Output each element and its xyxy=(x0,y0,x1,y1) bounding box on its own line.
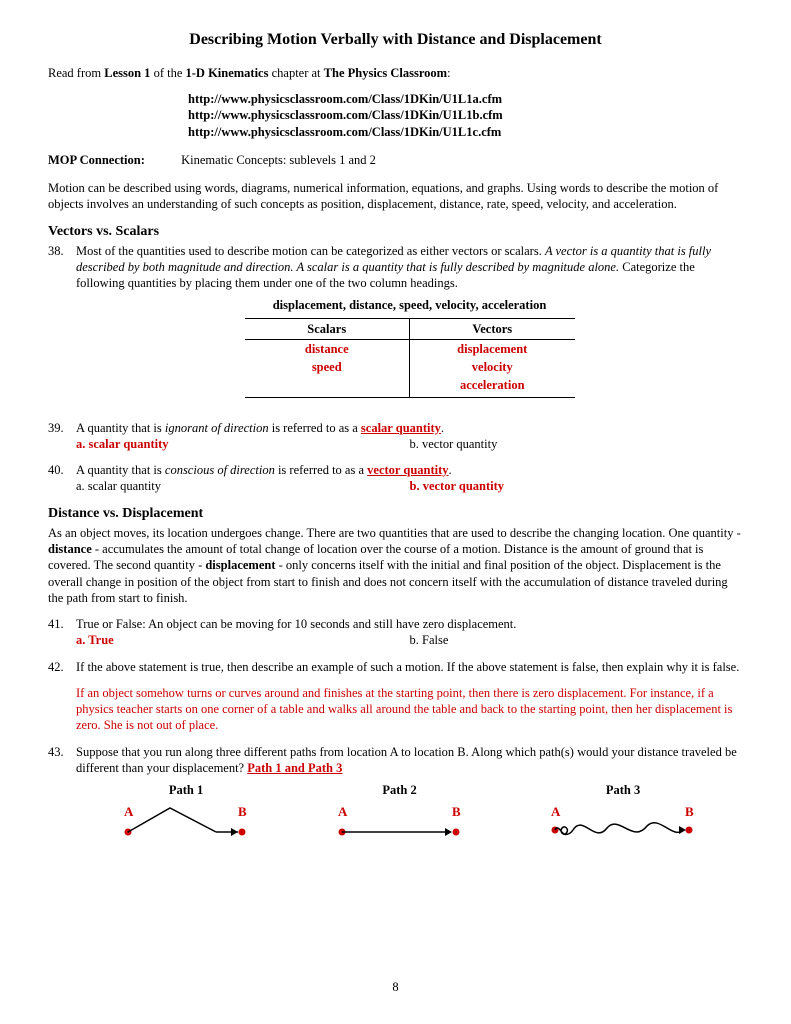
path-2-A: A xyxy=(338,804,348,819)
q40-c: is referred to as a xyxy=(275,463,367,477)
q39-b: ignorant of direction xyxy=(165,421,269,435)
q40-num: 40. xyxy=(48,462,76,495)
path-3-A: A xyxy=(551,804,561,819)
cell-velocity: velocity xyxy=(410,358,575,376)
q42-num: 42. xyxy=(48,659,76,734)
q39-answer: scalar quantity xyxy=(361,421,441,435)
q43-num: 43. xyxy=(48,744,76,849)
path-3-diagram: A B xyxy=(533,800,713,844)
intro-chapter: 1-D Kinematics xyxy=(186,66,269,80)
path-2-label: Path 2 xyxy=(320,782,480,798)
dd-a: As an object moves, its location undergo… xyxy=(48,526,741,540)
q40-d: . xyxy=(449,463,452,477)
question-38: 38. Most of the quantities used to descr… xyxy=(48,243,743,410)
intro-end: : xyxy=(447,66,450,80)
question-40: 40. A quantity that is conscious of dire… xyxy=(48,462,743,495)
q39-choice-a: a. scalar quantity xyxy=(76,436,410,452)
intro-lesson: Lesson 1 xyxy=(104,66,150,80)
cell-acceleration: acceleration xyxy=(410,376,575,397)
url-block: http://www.physicsclassroom.com/Class/1D… xyxy=(188,91,743,140)
dd-b: distance xyxy=(48,542,92,556)
path-2-diagram: A B xyxy=(320,800,480,844)
path-1: Path 1 A B xyxy=(106,782,266,849)
path-2: Path 2 A B xyxy=(320,782,480,849)
url-3: http://www.physicsclassroom.com/Class/1D… xyxy=(188,124,743,140)
path-3-label: Path 3 xyxy=(533,782,713,798)
dd-d: displacement xyxy=(205,558,275,572)
intro-line: Read from Lesson 1 of the 1-D Kinematics… xyxy=(48,65,743,81)
q40-choice-a: a. scalar quantity xyxy=(76,478,410,494)
intro-post: chapter at xyxy=(268,66,323,80)
motion-paragraph: Motion can be described using words, dia… xyxy=(48,180,743,213)
paths-row: Path 1 A B Path 2 A B xyxy=(106,782,713,849)
q39-num: 39. xyxy=(48,420,76,453)
question-43: 43. Suppose that you run along three dif… xyxy=(48,744,743,849)
question-41: 41. True or False: An object can be movi… xyxy=(48,616,743,649)
q41-choice-b: b. False xyxy=(410,632,744,648)
q40-b: conscious of direction xyxy=(165,463,275,477)
question-42: 42. If the above statement is true, then… xyxy=(48,659,743,734)
q42-text: If the above statement is true, then des… xyxy=(76,659,743,675)
q41-text: True or False: An object can be moving f… xyxy=(76,616,743,632)
q41-num: 41. xyxy=(48,616,76,649)
section-heading-distance-displacement: Distance vs. Displacement xyxy=(48,505,743,523)
page-title: Describing Motion Verbally with Distance… xyxy=(48,30,743,51)
mop-value: Kinematic Concepts: sublevels 1 and 2 xyxy=(181,153,376,167)
q38-num: 38. xyxy=(48,243,76,410)
q42-answer: If an object somehow turns or curves aro… xyxy=(76,685,743,734)
q40-choice-b: b. vector quantity xyxy=(410,478,744,494)
url-2: http://www.physicsclassroom.com/Class/1D… xyxy=(188,107,743,123)
q38-text-a: Most of the quantities used to describe … xyxy=(76,244,545,258)
th-scalars: Scalars xyxy=(245,318,410,339)
path-2-B: B xyxy=(452,804,461,819)
cell-distance: distance xyxy=(245,339,410,358)
q43-text: Suppose that you run along three differe… xyxy=(76,745,737,775)
q39-choice-b: b. vector quantity xyxy=(410,436,744,452)
path-1-diagram: A B xyxy=(106,800,266,844)
path-1-label: Path 1 xyxy=(106,782,266,798)
q41-choice-a: a. True xyxy=(76,632,410,648)
path-1-A: A xyxy=(124,804,134,819)
q39-c: is referred to as a xyxy=(269,421,361,435)
mop-connection: MOP Connection: Kinematic Concepts: subl… xyxy=(48,152,743,168)
page-number: 8 xyxy=(48,979,743,995)
q40-a: A quantity that is xyxy=(76,463,165,477)
cell-displacement: displacement xyxy=(410,339,575,358)
mop-label: MOP Connection: xyxy=(48,152,178,168)
path-1-B: B xyxy=(238,804,247,819)
q43-answer: Path 1 and Path 3 xyxy=(247,761,342,775)
path-3-B: B xyxy=(685,804,694,819)
scalar-vector-table: Scalars Vectors distance displacement sp… xyxy=(245,318,575,398)
section-heading-vectors-scalars: Vectors vs. Scalars xyxy=(48,223,743,241)
question-39: 39. A quantity that is ignorant of direc… xyxy=(48,420,743,453)
q39-d: . xyxy=(441,421,444,435)
q40-answer: vector quantity xyxy=(367,463,448,477)
q39-a: A quantity that is xyxy=(76,421,165,435)
intro-mid: of the xyxy=(150,66,185,80)
th-vectors: Vectors xyxy=(410,318,575,339)
intro-pre: Read from xyxy=(48,66,104,80)
cell-empty xyxy=(245,376,410,397)
url-1: http://www.physicsclassroom.com/Class/1D… xyxy=(188,91,743,107)
path-3: Path 3 A B xyxy=(533,782,713,849)
cell-speed: speed xyxy=(245,358,410,376)
intro-site: The Physics Classroom xyxy=(324,66,447,80)
quantities-header: displacement, distance, speed, velocity,… xyxy=(76,297,743,313)
distance-displacement-paragraph: As an object moves, its location undergo… xyxy=(48,525,743,606)
